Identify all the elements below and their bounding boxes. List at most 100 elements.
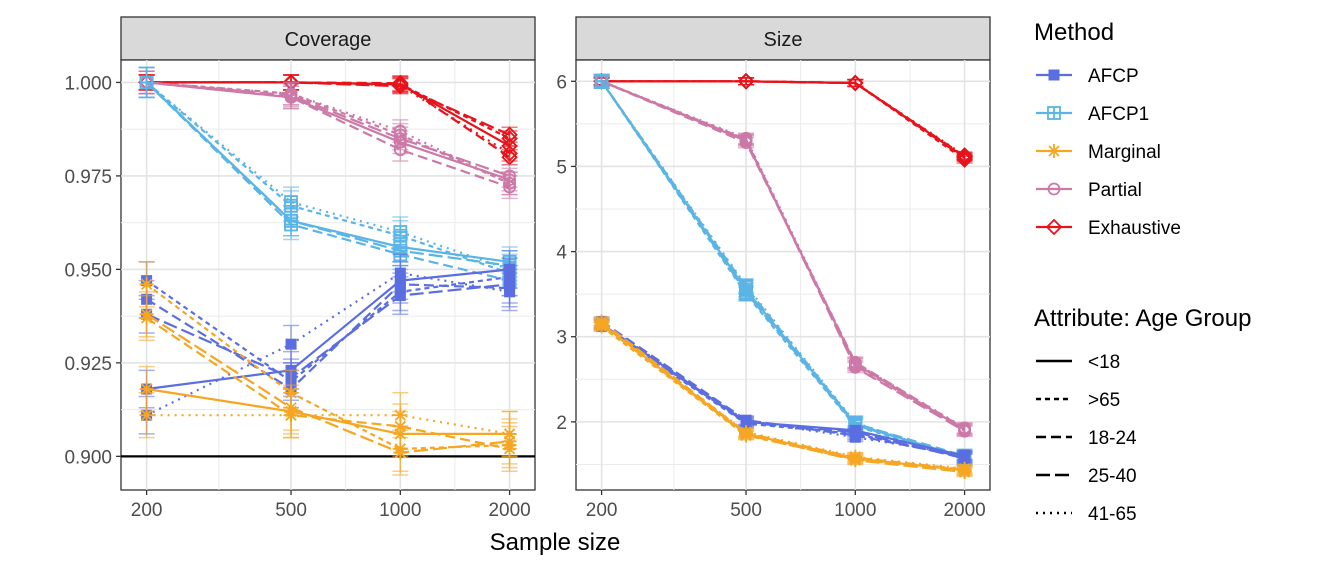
legend-attribute-item-2-label: 18-24: [1088, 428, 1137, 449]
coverage-marginal-41-65-point: [502, 426, 517, 441]
size-afcp-41-65-point: [959, 449, 971, 461]
coverage-marginal-41-65-point: [393, 408, 408, 423]
coverage-partial-41-65-error-bar: [501, 171, 518, 196]
legend-attribute-item-0: <18: [1036, 352, 1120, 373]
coverage-y-tick-label: 0.900: [64, 447, 112, 468]
coverage-partial-41-65-point: [393, 124, 407, 138]
legend-method-afcp-marker: [1048, 69, 1060, 81]
legend-method-afcp: AFCP: [1036, 66, 1139, 87]
coverage-marginal-18-line: [146, 387, 510, 435]
coverage-partial-18-line: [146, 81, 510, 181]
coverage-marginal-25-40-point: [139, 307, 154, 322]
legend-method-partial-marker: [1047, 182, 1061, 196]
coverage-marks: [121, 66, 535, 476]
coverage-exhaustive-41-65-point: [501, 145, 518, 162]
legend-attribute-item-0-label: <18: [1088, 352, 1120, 373]
coverage-marginal-65-point: [139, 277, 154, 292]
legend-method-partial: Partial: [1036, 180, 1142, 201]
size-marginal-18-24-line: [600, 320, 965, 471]
size-y-axis: 2 3 4 5 6: [556, 72, 576, 434]
size-exhaustive-41-65-point: [737, 73, 755, 90]
size-partial-41-65-point: [848, 356, 862, 370]
size-partial-41-65-point: [739, 131, 753, 145]
coverage-marginal-41-65-point: [139, 408, 154, 423]
coverage-afcp1-41-65-point: [139, 75, 154, 90]
legend-attribute-items: <18 >65 18-24 25-40 41-65: [1036, 352, 1137, 525]
coverage-afcp1-41-65-point: [284, 195, 298, 209]
size-y-tick-label: 2: [556, 413, 567, 434]
coverage-afcp1-41-65-point: [393, 225, 408, 239]
legend-method-exhaustive-marker: [1045, 218, 1063, 236]
size-partial-41-65-line: [601, 80, 966, 429]
coverage-x-tick-label: 2000: [488, 500, 530, 521]
coverage-marginal-41-65-line: [146, 414, 510, 435]
coverage-afcp-18-24-line: [146, 283, 510, 391]
size-exhaustive-25-40-line: [601, 80, 966, 159]
size-exhaustive-25-40-point: [956, 149, 973, 167]
size-y-tick-label: 6: [556, 72, 567, 93]
legend-attribute-item-2: 18-24: [1036, 428, 1137, 449]
coverage-y-axis: 0.900 0.925 0.950 0.975 1.000: [64, 73, 121, 468]
coverage-partial-25-40-line: [146, 81, 510, 177]
x-axis-title: Sample size: [490, 529, 621, 556]
size-marginal-41-65-point: [848, 449, 863, 464]
size-marginal-25-40-line: [600, 323, 965, 474]
legend-method-afcp-label: AFCP: [1088, 66, 1139, 87]
size-y-tick-label: 4: [556, 243, 567, 264]
size-marginal-41-65-series: [593, 316, 973, 476]
coverage-x-tick-label: 1000: [379, 500, 421, 521]
size-marginal-41-65-point: [594, 316, 609, 331]
coverage-strip: [120, 16, 536, 61]
coverage-afcp1-25-40-line: [145, 81, 510, 267]
coverage-exhaustive-41-65-series: [138, 74, 518, 162]
coverage-exhaustive-18-24-line: [146, 81, 511, 159]
coverage-afcp-41-65-point: [504, 286, 516, 298]
coverage-partial-41-65-point: [503, 176, 516, 190]
panel-coverage: Coverage 0.900 0.925 0.950 0.975 1.000 200 50…: [64, 16, 536, 521]
size-exhaustive-41-65-point: [847, 74, 864, 92]
legend-attribute-item-4-label: 41-65: [1088, 504, 1137, 525]
size-strip: [575, 16, 991, 61]
size-afcp-41-65-point: [849, 431, 861, 443]
size-y-tick-label: 3: [556, 328, 567, 349]
size-afcp-25-40-line: [600, 323, 965, 460]
size-x-tick-label: 200: [586, 500, 618, 521]
size-exhaustive-41-65-error-bar: [738, 77, 755, 86]
size-marginal-41-65-point: [739, 425, 754, 440]
size-plot-area: [575, 59, 991, 491]
coverage-y-tick-label: 0.975: [64, 167, 112, 188]
size-x-axis: 200 500 1000 2000: [586, 490, 986, 521]
size-strip-label: Size: [764, 29, 803, 51]
coverage-afcp-25-40-line: [146, 283, 510, 379]
coverage-afcp-41-65-point: [285, 338, 297, 350]
coverage-marginal-41-65-series: [138, 392, 518, 458]
coverage-afcp-41-65-point: [394, 267, 406, 279]
legend-method: Method AFCP AFCP1 Marginal Partial Exhaustiv…: [1034, 19, 1181, 239]
coverage-partial-18-24-line: [146, 81, 510, 189]
size-marks: [593, 73, 973, 480]
coverage-marginal-25-40-point: [393, 445, 408, 460]
coverage-partial-65-line: [146, 81, 511, 185]
legend-method-exhaustive: Exhaustive: [1036, 218, 1181, 239]
legend-method-afcp1-marker: [1047, 106, 1061, 120]
legend-method-marginal-marker: [1047, 144, 1061, 158]
legend-method-marginal-label: Marginal: [1088, 142, 1161, 163]
legend-attribute-item-3: 25-40: [1036, 466, 1137, 487]
coverage-x-axis: 200 500 1000 2000: [131, 490, 531, 521]
size-afcp1-41-65-point: [594, 74, 609, 89]
size-x-tick-label: 1000: [834, 500, 876, 521]
legend-method-items: AFCP AFCP1 Marginal Partial Exhaustive: [1036, 66, 1181, 239]
legend-method-afcp1: AFCP1: [1036, 104, 1149, 125]
coverage-x-tick-label: 200: [131, 500, 163, 521]
size-x-tick-label: 500: [730, 500, 762, 521]
size-partial-41-65-series: [593, 74, 973, 435]
size-afcp1-41-65-line: [600, 80, 965, 461]
coverage-exhaustive-25-40-point: [501, 126, 518, 144]
coverage-y-tick-label: 0.925: [64, 354, 112, 375]
coverage-partial-41-65-point: [284, 87, 298, 101]
legend-method-title: Method: [1034, 19, 1114, 46]
coverage-y-tick-label: 1.000: [64, 73, 112, 94]
size-afcp-41-65-point: [740, 415, 752, 427]
coverage-afcp1-65-line: [145, 81, 510, 275]
